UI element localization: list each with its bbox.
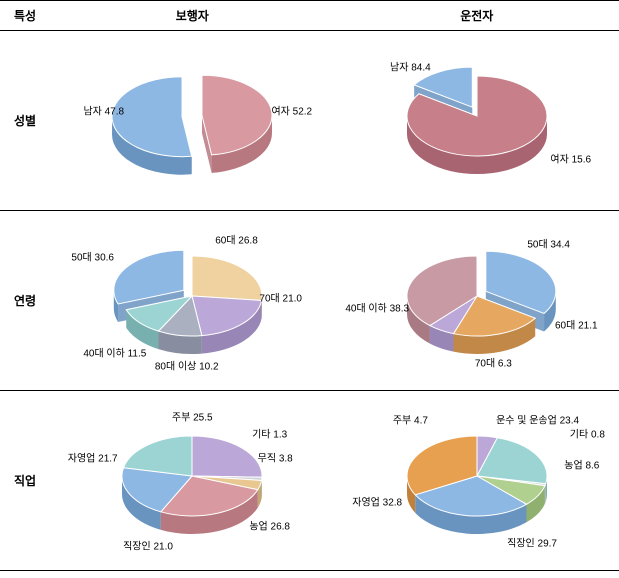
header-pedestrian: 보행자 <box>50 1 335 31</box>
chart-gender-driver: 남자 84.4여자 15.6 <box>335 31 619 211</box>
comparison-table: 특성 보행자 운전자 성별남자 47.8여자 52.2남자 84.4여자 15.… <box>0 0 619 571</box>
chart-job-driver: 주부 4.7운수 및 운송업 23.4기타 0.8농업 8.6직장인 29.7자… <box>335 391 619 571</box>
rowlabel-age: 연령 <box>0 211 50 391</box>
rowlabel-job: 직업 <box>0 391 50 571</box>
header-characteristic: 특성 <box>0 1 50 31</box>
header-driver: 운전자 <box>335 1 619 31</box>
table-row-job: 직업주부 25.5기타 1.3무직 3.8농업 26.8직장인 21.0자영업 … <box>0 391 619 571</box>
table-row-gender: 성별남자 47.8여자 52.2남자 84.4여자 15.6 <box>0 31 619 211</box>
rowlabel-gender: 성별 <box>0 31 50 211</box>
chart-age-pedestrian: 60대 26.870대 21.080대 이상 10.240대 이하 11.550… <box>50 211 335 391</box>
table-row-age: 연령60대 26.870대 21.080대 이상 10.240대 이하 11.5… <box>0 211 619 391</box>
chart-age-driver: 50대 34.460대 21.170대 6.340대 이하 38.3 <box>335 211 619 391</box>
chart-job-pedestrian: 주부 25.5기타 1.3무직 3.8농업 26.8직장인 21.0자영업 21… <box>50 391 335 571</box>
chart-gender-pedestrian: 남자 47.8여자 52.2 <box>50 31 335 211</box>
